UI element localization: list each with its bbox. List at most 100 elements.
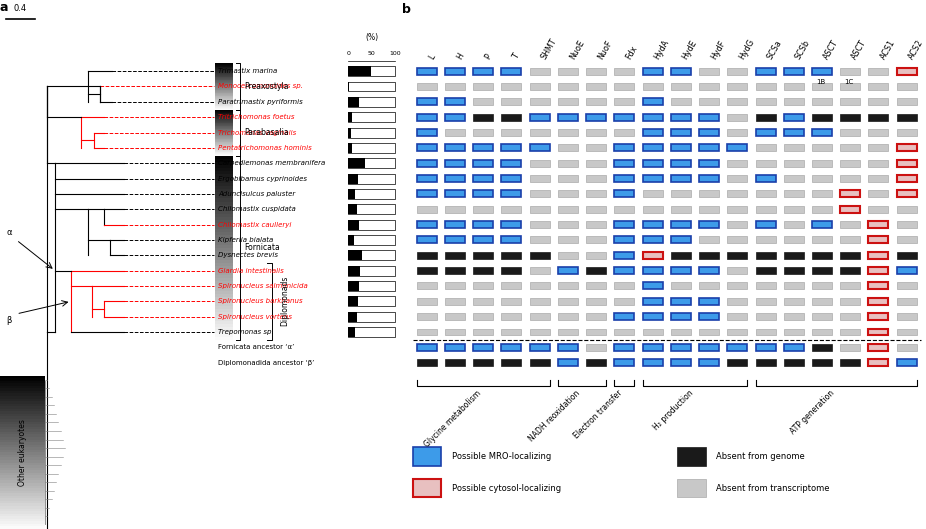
Bar	[445, 114, 465, 121]
Bar	[348, 158, 365, 168]
Bar	[348, 220, 395, 230]
Bar	[869, 68, 888, 75]
Bar	[812, 344, 832, 351]
Bar	[215, 87, 233, 88]
Bar	[643, 359, 663, 366]
Text: Electron transfer: Electron transfer	[572, 389, 624, 441]
Bar	[215, 69, 233, 70]
Bar	[677, 447, 706, 466]
Bar	[530, 313, 550, 320]
Bar	[812, 206, 832, 213]
Bar	[783, 267, 804, 274]
Bar	[643, 160, 663, 167]
Bar	[215, 145, 233, 147]
Text: P: P	[483, 52, 494, 61]
Bar	[0, 399, 44, 401]
Bar	[727, 129, 747, 136]
Bar	[215, 83, 233, 84]
Bar	[417, 344, 437, 351]
Bar	[0, 511, 44, 514]
Text: HydE: HydE	[681, 39, 699, 61]
Bar	[670, 236, 691, 243]
Bar	[502, 206, 521, 213]
Bar	[530, 68, 550, 75]
Bar	[445, 175, 465, 182]
Bar	[215, 79, 233, 80]
Bar	[502, 68, 521, 75]
Bar	[445, 206, 465, 213]
Bar	[215, 92, 233, 93]
Bar	[643, 114, 663, 121]
Bar	[558, 206, 578, 213]
Text: Parabasalia: Parabasalia	[244, 128, 289, 137]
Bar	[0, 486, 44, 488]
Bar	[215, 303, 233, 306]
Bar	[215, 266, 233, 269]
Bar	[586, 252, 607, 259]
Bar	[215, 281, 233, 285]
Bar	[348, 158, 395, 168]
Bar	[215, 198, 233, 202]
Bar	[0, 496, 44, 498]
Bar	[348, 189, 356, 199]
Bar	[783, 160, 804, 167]
Bar	[756, 129, 775, 136]
Bar	[473, 206, 494, 213]
Bar	[586, 98, 607, 105]
Bar	[670, 129, 691, 136]
Bar	[840, 175, 860, 182]
Bar	[348, 143, 352, 153]
Bar	[812, 160, 832, 167]
Bar	[215, 94, 233, 95]
Text: 50: 50	[368, 51, 376, 56]
Bar	[348, 81, 395, 92]
Bar	[215, 331, 233, 333]
Text: Aduncisulcus paluster: Aduncisulcus paluster	[218, 191, 295, 197]
Bar	[348, 220, 358, 230]
Bar	[348, 143, 395, 153]
Bar	[727, 83, 747, 90]
Bar	[0, 501, 44, 504]
Text: b: b	[402, 3, 411, 16]
Bar	[215, 76, 233, 77]
Text: ATP generation: ATP generation	[789, 389, 836, 436]
Bar	[783, 144, 804, 151]
Text: H₂ production: H₂ production	[651, 389, 694, 432]
Bar	[812, 313, 832, 320]
Bar	[473, 190, 494, 197]
Bar	[727, 114, 747, 121]
Bar	[215, 152, 233, 153]
Bar	[586, 313, 607, 320]
Bar	[670, 206, 691, 213]
Text: Possible MRO-localizing: Possible MRO-localizing	[452, 452, 551, 461]
Bar	[699, 282, 719, 289]
Bar	[0, 386, 44, 388]
Bar	[215, 153, 233, 154]
Bar	[727, 267, 747, 274]
Bar	[215, 143, 233, 144]
Bar	[869, 114, 888, 121]
Bar	[615, 144, 634, 151]
Text: α: α	[6, 228, 12, 237]
Bar	[615, 175, 634, 182]
Bar	[348, 204, 357, 214]
Bar	[586, 114, 607, 121]
Bar	[670, 313, 691, 320]
Bar	[812, 282, 832, 289]
Bar	[0, 442, 44, 444]
Bar	[215, 254, 233, 257]
Bar	[586, 344, 607, 351]
Bar	[558, 68, 578, 75]
Bar	[0, 519, 44, 522]
Bar	[558, 160, 578, 167]
Bar	[215, 202, 233, 205]
Bar	[840, 344, 860, 351]
Bar	[756, 359, 775, 366]
Bar	[215, 96, 233, 97]
Bar	[215, 208, 233, 211]
Bar	[670, 221, 691, 228]
Bar	[445, 190, 465, 197]
Bar	[417, 98, 437, 105]
Bar	[473, 129, 494, 136]
Bar	[812, 236, 832, 243]
